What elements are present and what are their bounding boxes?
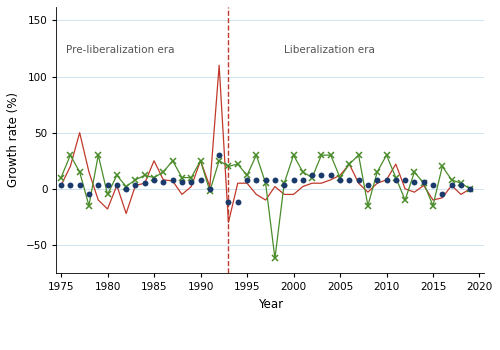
Point	[160, 179, 168, 185]
Point	[132, 183, 140, 188]
Point	[140, 180, 148, 186]
Point	[290, 177, 298, 183]
X-axis label: Year: Year	[258, 298, 283, 310]
Point	[252, 177, 260, 183]
Point	[196, 177, 204, 183]
Point	[448, 183, 456, 188]
Point	[318, 173, 326, 178]
Point	[262, 177, 270, 183]
Text: Pre-liberalization era: Pre-liberalization era	[66, 45, 174, 55]
Point	[76, 183, 84, 188]
Point	[234, 199, 241, 205]
Point	[382, 177, 390, 183]
Point	[57, 183, 65, 188]
Point	[94, 183, 102, 188]
Point	[326, 173, 334, 178]
Point	[466, 186, 474, 191]
Point	[150, 177, 158, 183]
Y-axis label: Growth rate (%): Growth rate (%)	[7, 92, 20, 188]
Point	[113, 183, 121, 188]
Point	[168, 177, 176, 183]
Point	[243, 177, 251, 183]
Point	[104, 183, 112, 188]
Point	[280, 183, 288, 188]
Point	[187, 179, 195, 185]
Point	[85, 191, 93, 197]
Point	[346, 177, 354, 183]
Point	[364, 183, 372, 188]
Point	[178, 179, 186, 185]
Point	[224, 199, 232, 205]
Text: Liberalization era: Liberalization era	[284, 45, 375, 55]
Point	[299, 177, 307, 183]
Point	[66, 183, 74, 188]
Point	[206, 186, 214, 191]
Point	[420, 179, 428, 185]
Point	[336, 177, 344, 183]
Point	[271, 177, 279, 183]
Point	[429, 183, 437, 188]
Point	[354, 177, 362, 183]
Point	[410, 179, 418, 185]
Point	[457, 183, 465, 188]
Point	[392, 177, 400, 183]
Point	[438, 191, 446, 197]
Point	[373, 177, 381, 183]
Point	[122, 186, 130, 191]
Point	[308, 173, 316, 178]
Point	[215, 152, 223, 158]
Point	[401, 177, 409, 183]
